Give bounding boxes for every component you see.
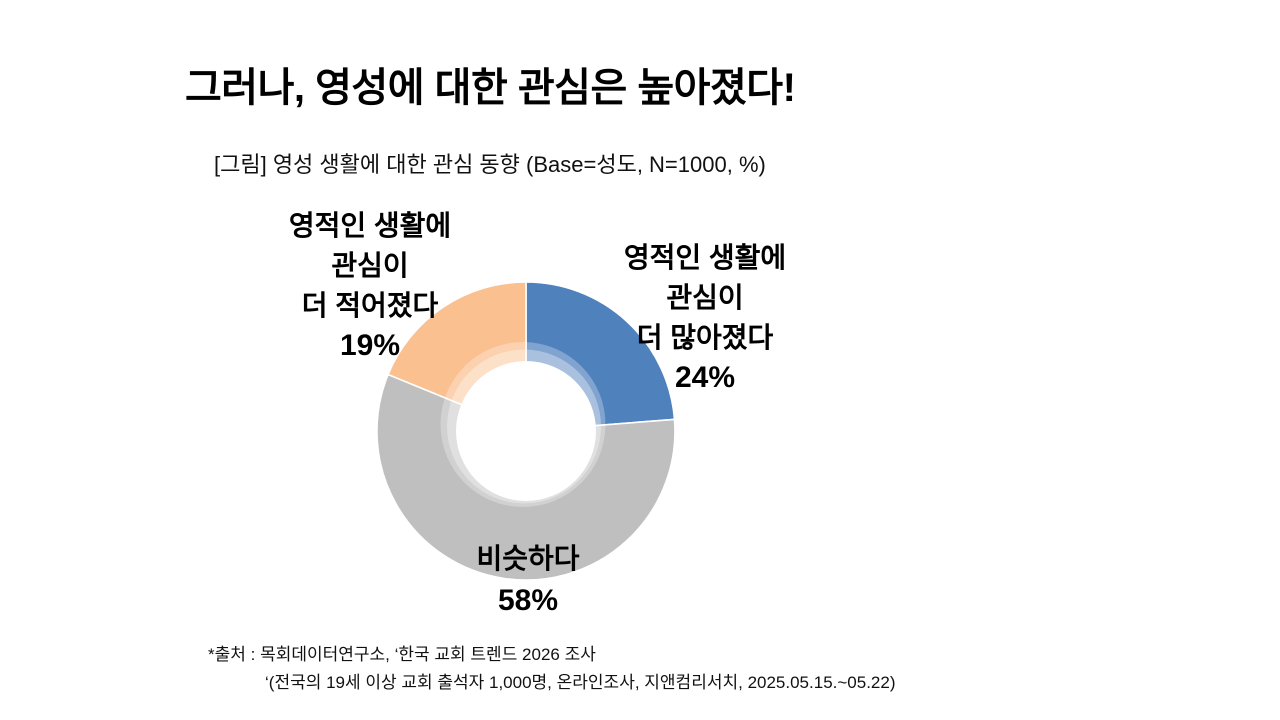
label-line: 영적인 생활에 bbox=[623, 242, 787, 273]
label-line: 더 적어졌다 bbox=[301, 290, 439, 321]
label-line: 관심이 bbox=[331, 250, 409, 281]
slice-label-same: 비슷하다 58% bbox=[408, 538, 648, 622]
label-line: 관심이 bbox=[666, 282, 744, 313]
source-note: *출처 : 목회데이터연구소, ‘한국 교회 트렌드 2026 조사 ‘(전국의… bbox=[208, 641, 896, 697]
slice-label-increased: 영적인 생활에 관심이 더 많아졌다 24% bbox=[585, 238, 825, 398]
label-line: 비슷하다 bbox=[476, 543, 580, 574]
slice-percent-increased: 24% bbox=[674, 361, 736, 394]
slice-percent-decreased: 19% bbox=[339, 329, 401, 362]
page-title: 그러나, 영성에 대한 관심은 높아졌다! bbox=[185, 66, 796, 110]
chart-caption: [그림] 영성 생활에 대한 관심 동향 (Base=성도, N=1000, %… bbox=[214, 152, 766, 177]
slice-label-decreased: 영적인 생활에 관심이 더 적어졌다 19% bbox=[250, 206, 490, 366]
label-line: 더 많아졌다 bbox=[636, 322, 774, 353]
source-line-2: ‘(전국의 19세 이상 교회 출석자 1,000명, 온라인조사, 지앤컴리서… bbox=[265, 673, 896, 692]
source-line-1: *출처 : 목회데이터연구소, ‘한국 교회 트렌드 2026 조사 bbox=[208, 645, 596, 664]
slice-percent-same: 58% bbox=[497, 584, 559, 617]
label-line: 영적인 생활에 bbox=[288, 210, 452, 241]
